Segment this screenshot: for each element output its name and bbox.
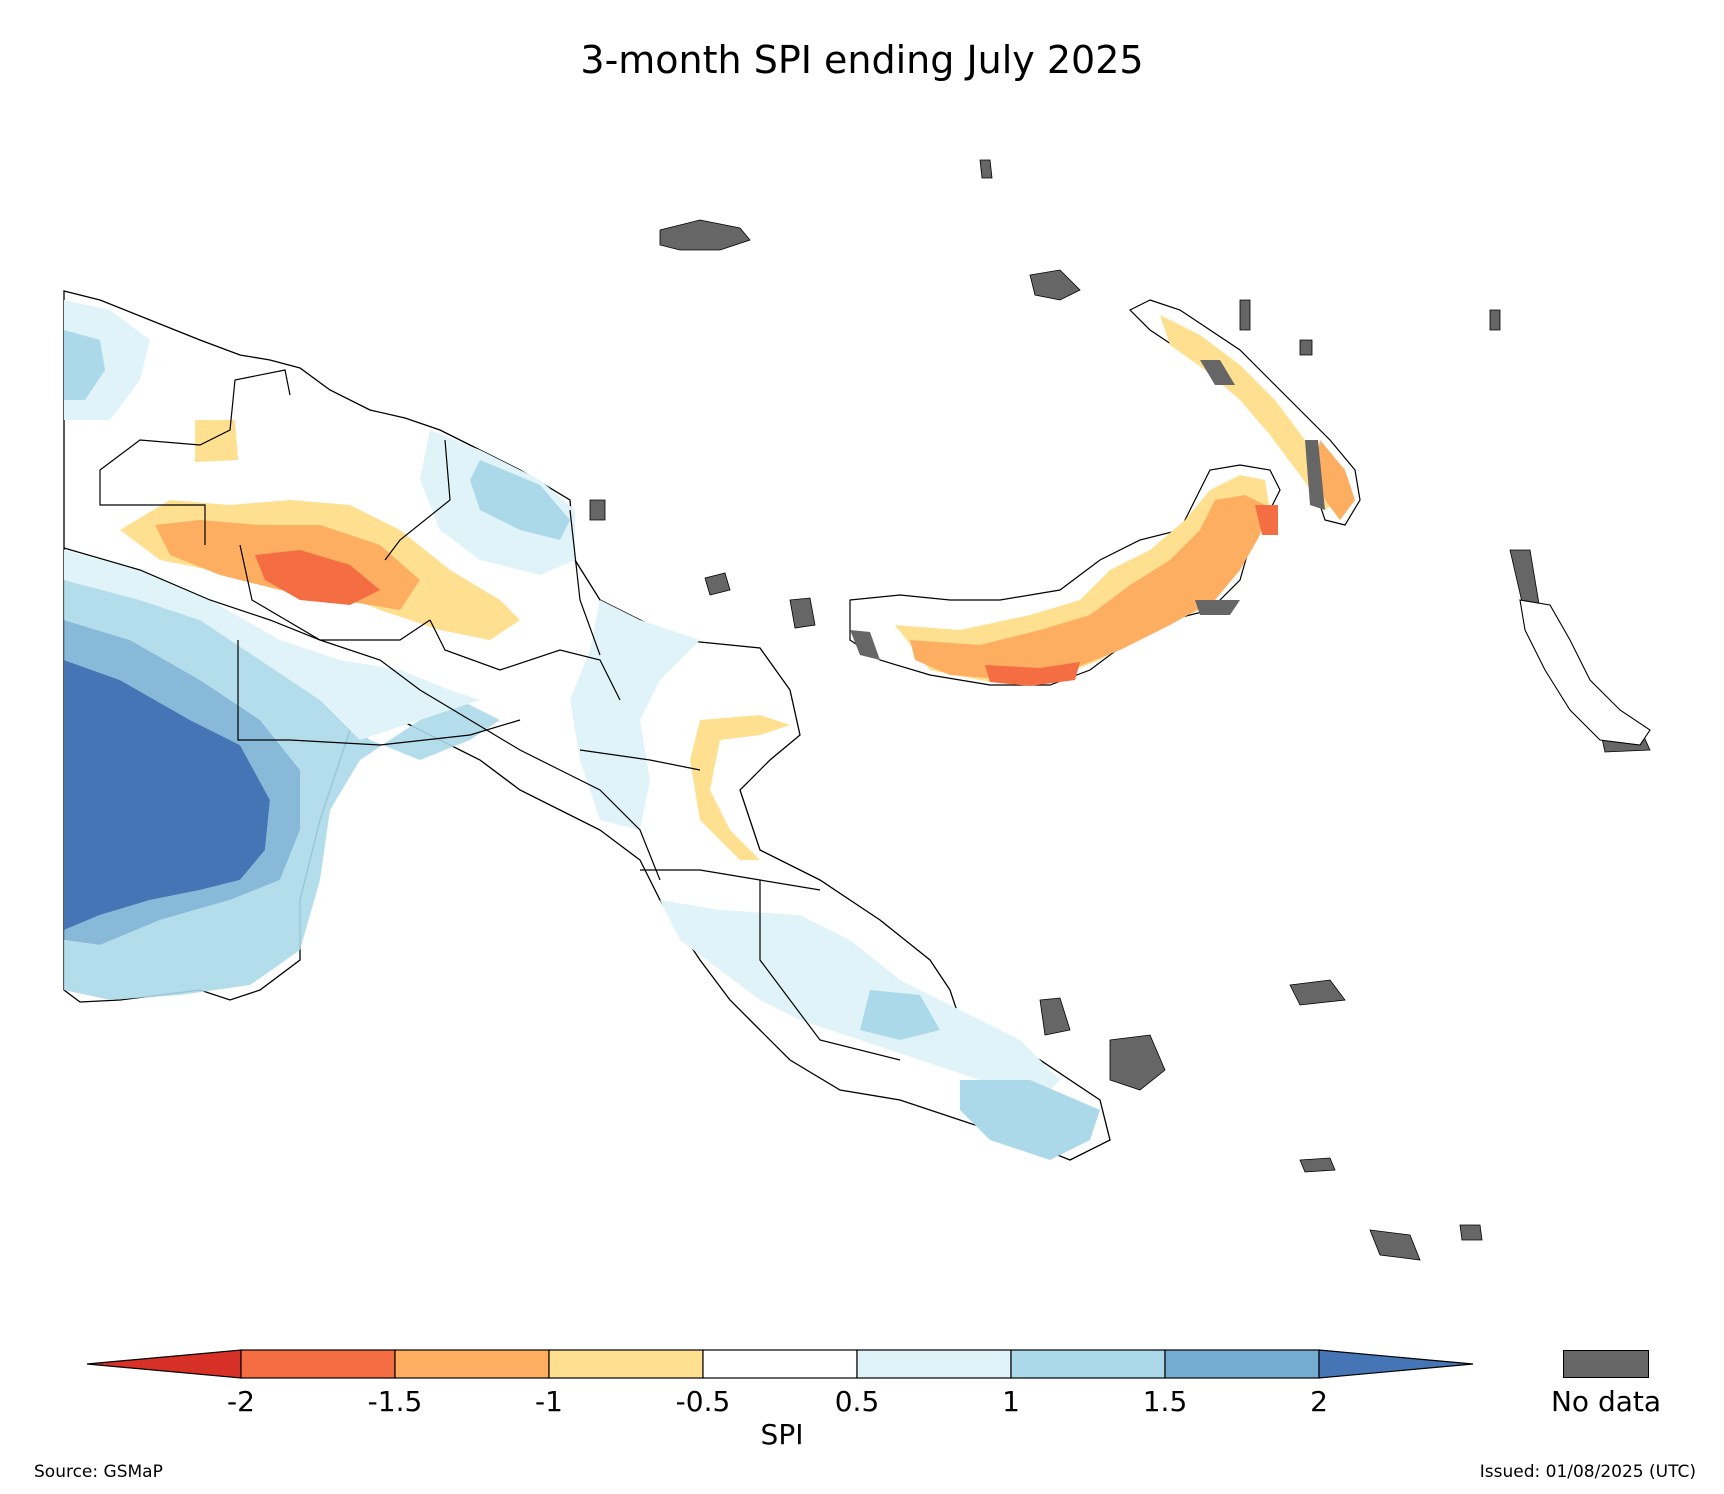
new-britain-minus1.5 [985, 505, 1278, 686]
colorbar-extend-low [86, 1349, 242, 1379]
tick-label: 2 [1310, 1385, 1328, 1418]
tick-label: -0.5 [675, 1385, 731, 1418]
new-ireland-nodata [1200, 360, 1325, 510]
province-borders [63, 369, 901, 1061]
new-ireland-minus1 [1315, 440, 1355, 520]
nodata-swatch [1563, 1350, 1649, 1378]
spi-region-dry-east-coast [690, 715, 790, 860]
colorbar-bin [1010, 1349, 1166, 1379]
spi-region-1.5-2 [64, 620, 300, 945]
bougainville [1519, 599, 1651, 746]
spi-map [63, 159, 1651, 1261]
spi-region-2plus [64, 660, 270, 930]
new-britain-minus1 [910, 495, 1265, 680]
tick-label: -1.5 [367, 1385, 423, 1418]
spi-region-dry-north [195, 420, 238, 462]
spi-region-0.5-1-central [570, 600, 700, 830]
colorbar-bin [856, 1349, 1012, 1379]
spi-region-1-1.5-sepik [470, 460, 570, 540]
new-britain-nodata [850, 600, 1240, 660]
colorbar-extend-high [1318, 1349, 1474, 1379]
nodata-islands [589, 159, 1651, 1261]
spi-region-1-1.5-southeast [860, 990, 1100, 1160]
spi-region-dry-minus1.5 [255, 550, 380, 605]
tick-label: 0.5 [834, 1385, 880, 1418]
spi-region-0.5-1-west [64, 550, 480, 740]
new-britain-minus0.5 [895, 475, 1270, 682]
tick-label: -2 [227, 1385, 255, 1418]
spi-region-1-1.5 [64, 580, 500, 1000]
source-note: Source: GSMaP [34, 1462, 163, 1482]
tick-label: 1.5 [1142, 1385, 1188, 1418]
colorbar-bin [240, 1349, 396, 1379]
spi-colorbar [86, 1349, 1474, 1379]
issued-note: Issued: 01/08/2025 (UTC) [1479, 1462, 1696, 1482]
map-title: 3-month SPI ending July 2025 [580, 38, 1144, 82]
spi-region-1-1.5-north [64, 330, 105, 400]
colorbar-bin [394, 1349, 550, 1379]
colorbar-label: SPI [760, 1418, 804, 1451]
colorbar-bin [548, 1349, 704, 1379]
colorbar-bin [702, 1349, 858, 1379]
tick-label: -1 [535, 1385, 563, 1418]
colorbar-bin [1164, 1349, 1320, 1379]
nodata-label: No data [1550, 1385, 1662, 1418]
tick-label: 1 [1002, 1385, 1020, 1418]
